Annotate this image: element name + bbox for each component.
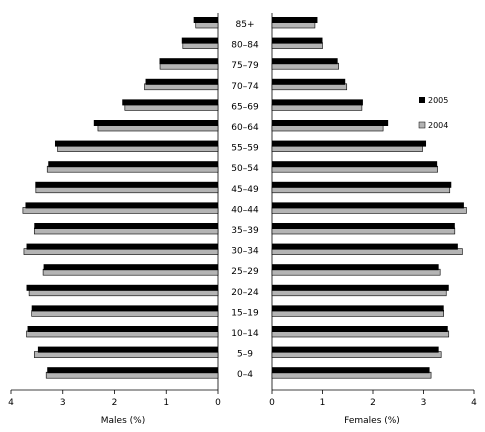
- male-bar-2005: [159, 58, 218, 65]
- female-tick-label: 0: [269, 398, 275, 408]
- female-bar-2005: [272, 78, 346, 85]
- male-tick-label: 3: [60, 398, 66, 408]
- female-bar-2005: [272, 99, 363, 106]
- male-bar-2005: [93, 120, 218, 126]
- age-label: 0–4: [237, 370, 253, 380]
- legend-label-2005: 2005: [428, 96, 448, 105]
- male-tick-label: 4: [8, 398, 14, 408]
- male-bar-2005: [48, 161, 219, 168]
- male-tick-label: 1: [163, 398, 169, 408]
- female-bar-2005: [272, 305, 444, 312]
- age-label: 20–24: [231, 288, 259, 298]
- female-bar-2005: [272, 284, 449, 291]
- age-label: 85+: [236, 20, 255, 30]
- female-bar-2005: [272, 367, 430, 374]
- age-label: 40–44: [231, 205, 259, 215]
- female-bar-2005: [272, 326, 448, 332]
- male-bar-2005: [34, 223, 218, 229]
- age-label: 45–49: [231, 185, 259, 195]
- female-axis-label: Females (%): [344, 416, 400, 426]
- male-bar-2005: [25, 202, 218, 209]
- male-bar-2005: [26, 243, 219, 250]
- female-tick-label: 2: [370, 398, 376, 408]
- age-label: 75–79: [231, 61, 259, 71]
- age-label: 15–19: [231, 308, 259, 318]
- male-bar-2005: [181, 37, 218, 44]
- age-label: 5–9: [237, 350, 253, 360]
- age-label: 60–64: [231, 123, 259, 133]
- age-label: 10–14: [231, 329, 259, 339]
- male-bar-2005: [122, 99, 218, 106]
- legend-swatch-2005: [419, 97, 425, 103]
- age-label: 25–29: [231, 267, 259, 277]
- male-tick-label: 0: [215, 398, 221, 408]
- male-bar-2005: [31, 305, 219, 312]
- bars-group: [22, 17, 467, 379]
- male-bar-2005: [26, 284, 219, 291]
- male-bar-2005: [35, 181, 219, 188]
- female-tick-label: 4: [471, 398, 477, 408]
- female-tick-label: 1: [320, 398, 326, 408]
- male-bar-2005: [37, 346, 218, 353]
- male-bar-2005: [54, 140, 218, 147]
- male-axis-label: Males (%): [101, 416, 145, 426]
- male-tick-label: 2: [112, 398, 118, 408]
- age-label: 70–74: [231, 82, 259, 92]
- male-bar-2005: [145, 78, 218, 85]
- legend-label-2004: 2004: [428, 121, 448, 130]
- female-bar-2005: [272, 58, 338, 65]
- legend: 2005 2004: [418, 96, 448, 130]
- female-bar-2005: [272, 140, 427, 147]
- female-bar-2005: [272, 202, 464, 209]
- male-tick-labels: 4 3 2 1 0: [8, 398, 221, 408]
- female-bar-2005: [272, 223, 455, 229]
- female-bar-2005: [272, 181, 452, 188]
- legend-swatch-2004: [418, 121, 426, 129]
- female-bar-2005: [272, 120, 389, 126]
- age-label: 35–39: [231, 226, 259, 236]
- male-bar-2005: [193, 17, 218, 23]
- female-tick-label: 3: [421, 398, 427, 408]
- female-bar-2005: [272, 243, 458, 250]
- female-bar-2005: [272, 346, 439, 353]
- female-bar-2005: [272, 37, 323, 44]
- age-group-labels: 85+ 80–84 75–79 70–74 65–69 60–64 55–59 50–54 45…: [231, 20, 259, 380]
- female-bar-2005: [272, 264, 439, 271]
- female-tick-labels: 0 1 2 3 4: [269, 398, 477, 408]
- age-label: 50–54: [231, 164, 259, 174]
- female-bar-2005: [272, 17, 318, 23]
- age-label: 30–34: [231, 247, 259, 257]
- male-bar-2005: [43, 264, 218, 271]
- age-label: 55–59: [231, 144, 259, 154]
- female-bar-2005: [272, 161, 438, 168]
- age-label: 80–84: [231, 41, 259, 51]
- age-label: 65–69: [231, 102, 259, 112]
- male-bar-2005: [27, 326, 219, 332]
- male-bar-2005: [47, 367, 218, 374]
